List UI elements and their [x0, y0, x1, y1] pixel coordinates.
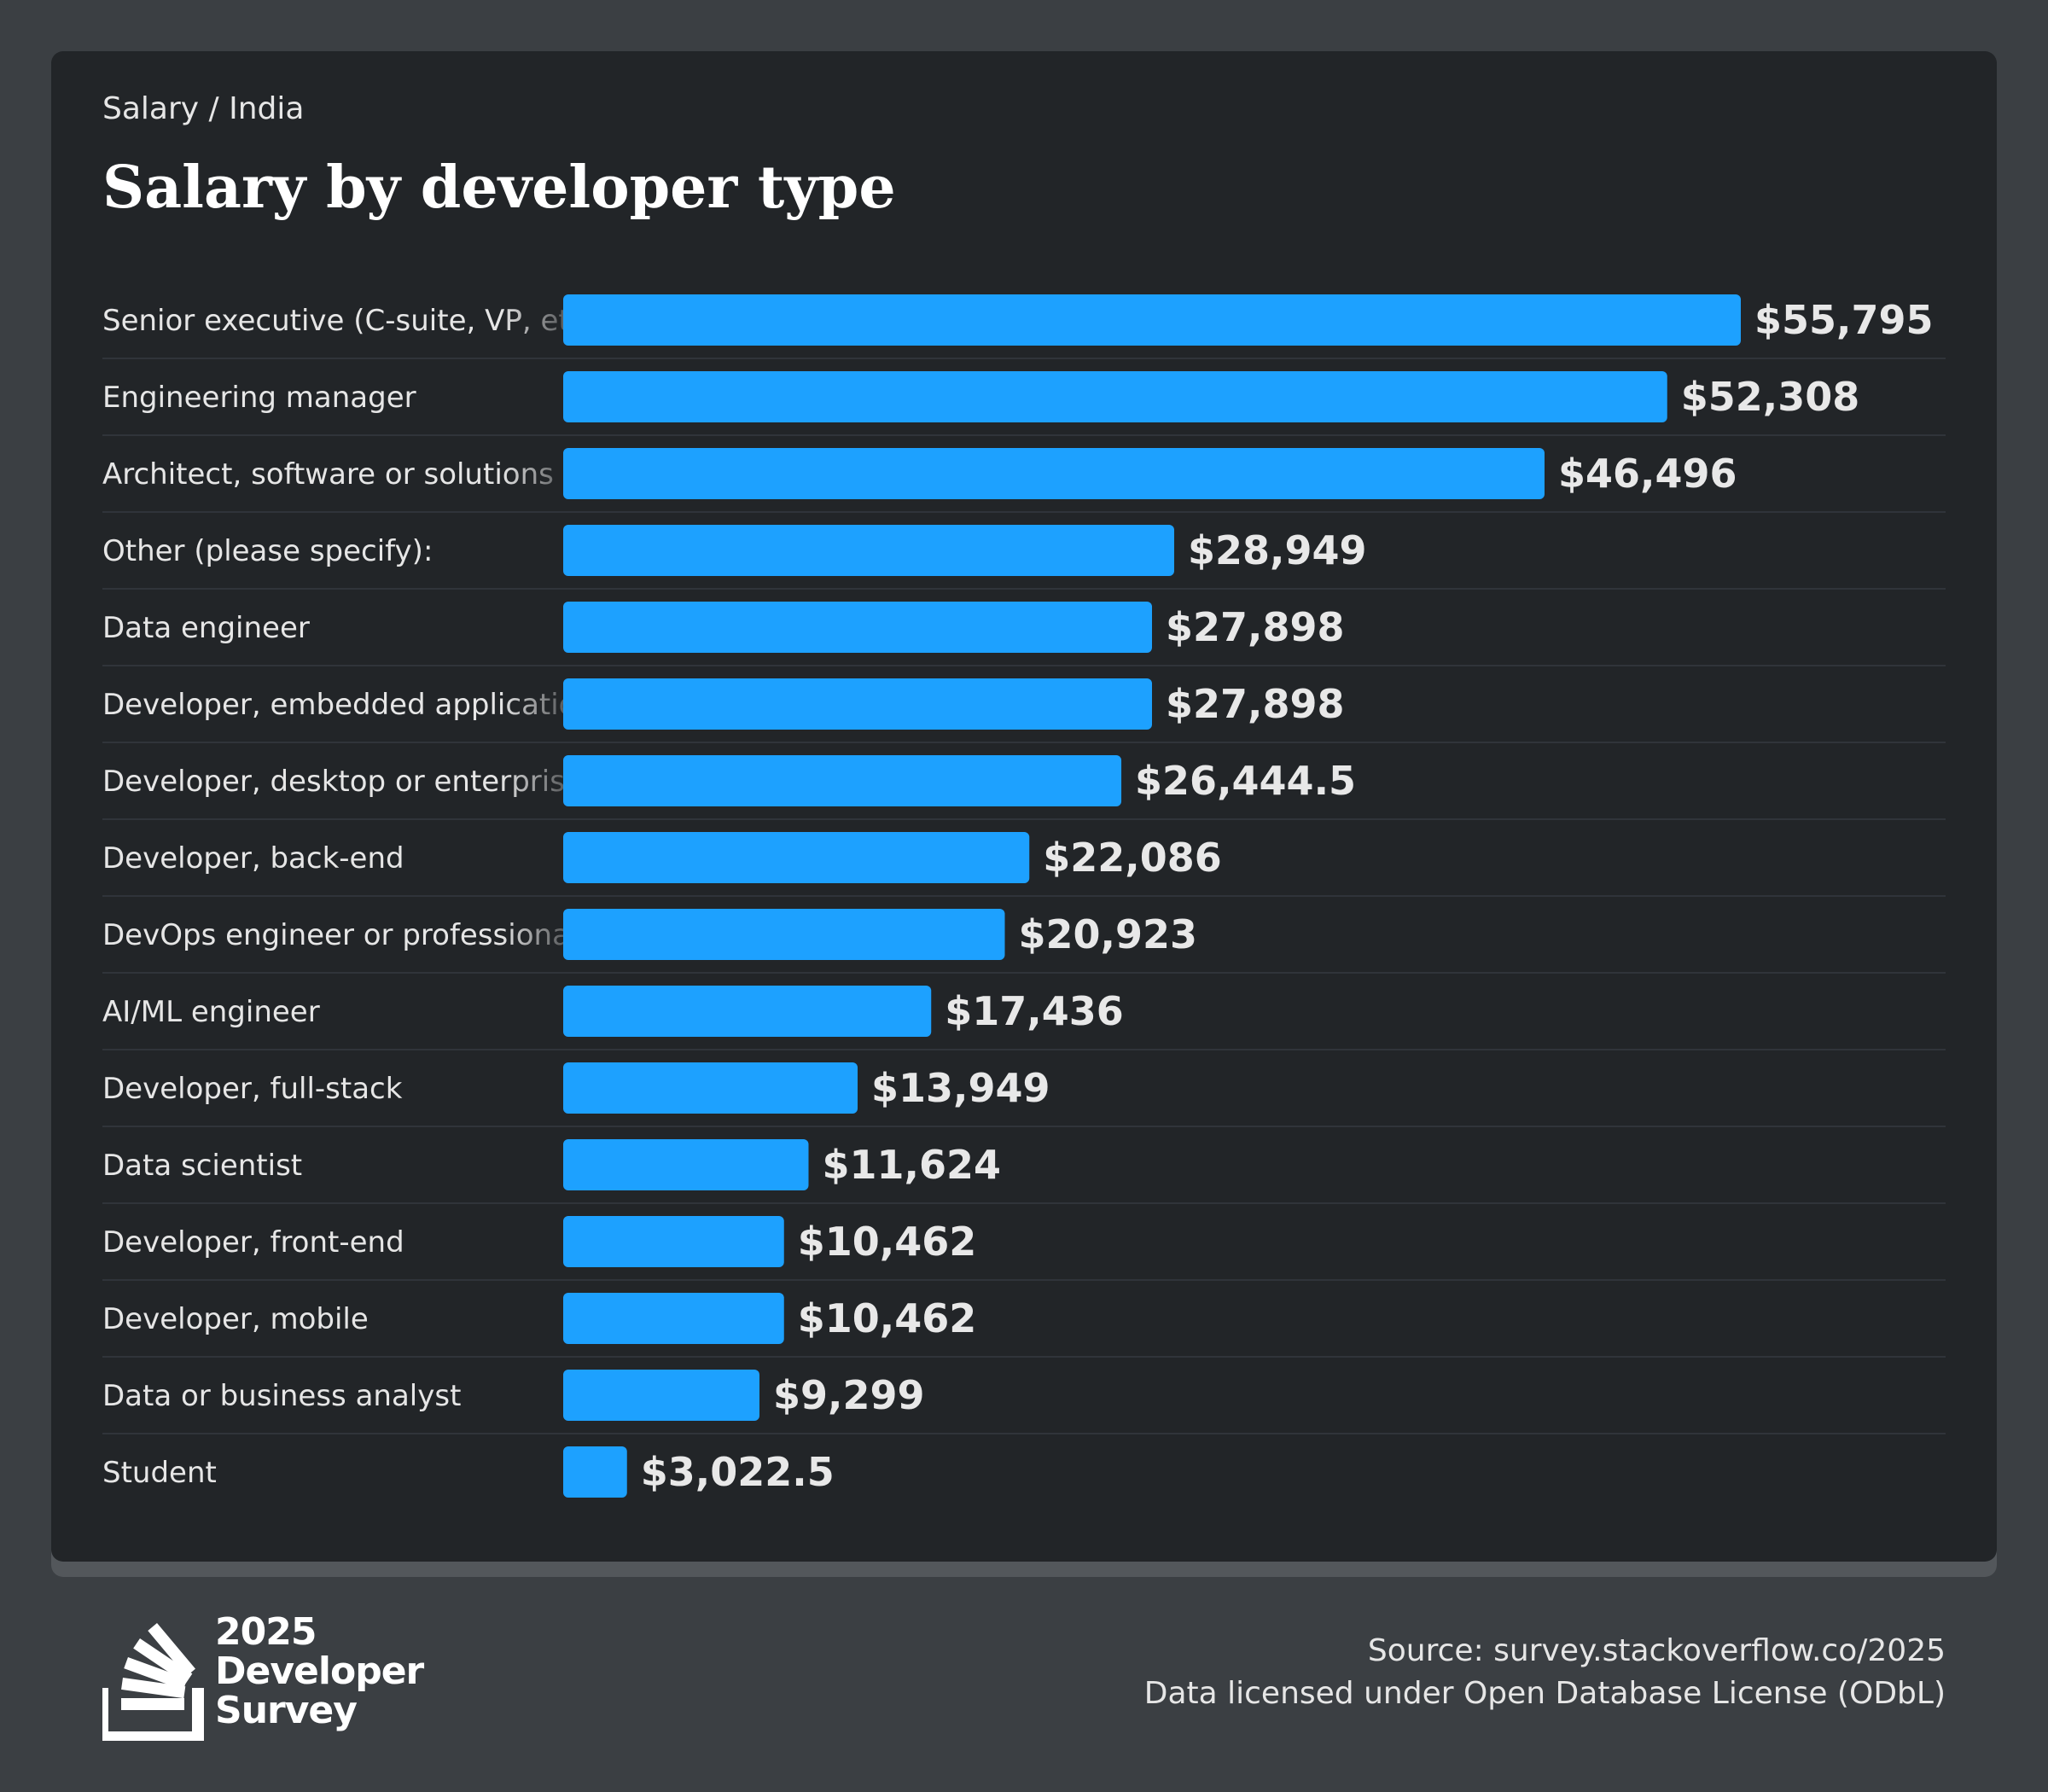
value-label: $22,086: [1043, 835, 1222, 881]
bar[interactable]: [563, 294, 1741, 346]
chart-title: Salary by developer type: [102, 154, 896, 222]
category-label: Data or business analyst: [102, 1379, 461, 1413]
bar[interactable]: [563, 1139, 809, 1190]
bar[interactable]: [563, 755, 1122, 806]
value-label: $46,496: [1558, 451, 1737, 497]
category-label: Senior executive (C-suite, VP, etc.): [102, 304, 607, 338]
bar[interactable]: [563, 832, 1030, 883]
category-label: Developer, full-stack: [102, 1072, 403, 1106]
category-label: Engineering manager: [102, 381, 416, 415]
bars: [563, 294, 1741, 1498]
value-label: $28,949: [1188, 527, 1367, 573]
source-attribution: Source: survey.stackoverflow.co/2025 Dat…: [1144, 1630, 1946, 1715]
bar[interactable]: [563, 448, 1545, 499]
bar[interactable]: [563, 909, 1005, 960]
value-label: $27,898: [1166, 604, 1345, 650]
value-label: $3,022.5: [641, 1449, 835, 1495]
category-label: Developer, front-end: [102, 1225, 404, 1260]
value-label: $13,949: [871, 1065, 1050, 1111]
value-label: $55,795: [1754, 297, 1934, 343]
value-label: $52,308: [1681, 374, 1860, 420]
category-label: DevOps engineer or professional: [102, 918, 578, 952]
breadcrumb: Salary / India: [102, 91, 305, 126]
category-label: Data engineer: [102, 611, 310, 645]
logo-developer: Developer: [215, 1649, 424, 1693]
survey-logo: 2025 Developer Survey: [96, 1610, 427, 1743]
bar[interactable]: [563, 525, 1175, 576]
logo-survey: Survey: [215, 1689, 358, 1732]
bar[interactable]: [563, 1446, 627, 1498]
value-label: $17,436: [945, 988, 1124, 1034]
category-label: Student: [102, 1456, 217, 1490]
bar[interactable]: [563, 1216, 784, 1267]
value-label: $11,624: [823, 1142, 1002, 1188]
category-label: Other (please specify):: [102, 534, 433, 568]
category-label: Developer, back-end: [102, 841, 404, 876]
logo-wordmark: 2025 Developer Survey: [215, 1610, 424, 1732]
category-label: Developer, mobile: [102, 1302, 369, 1336]
category-label: AI/ML engineer: [102, 995, 320, 1029]
value-label: $10,462: [798, 1219, 977, 1265]
bar[interactable]: [563, 986, 932, 1037]
value-label: $20,923: [1018, 911, 1197, 957]
chart-card: Salary / India Salary by developer type …: [51, 51, 1997, 1562]
row-dividers: [102, 358, 1946, 1434]
value-label: $27,898: [1166, 681, 1345, 727]
bar[interactable]: [563, 371, 1667, 422]
value-labels: $55,795 $52,308 $46,496 $28,949 $27,898 $27,8…: [641, 297, 1934, 1495]
bar[interactable]: [563, 602, 1153, 653]
bar[interactable]: [563, 1293, 784, 1344]
bar-chart: Senior executive (C-suite, VP, etc.) Engi…: [102, 294, 1946, 1498]
bar[interactable]: [563, 1370, 759, 1421]
category-label: Architect, software or solutions: [102, 457, 554, 492]
bar[interactable]: [563, 678, 1153, 730]
license-text: Data licensed under Open Database Licens…: [1143, 1676, 1946, 1711]
source-link[interactable]: Source: survey.stackoverflow.co/2025: [1367, 1633, 1946, 1668]
stack-logo-icon: [96, 1623, 204, 1743]
value-label: $10,462: [798, 1295, 977, 1341]
bar[interactable]: [563, 1062, 858, 1114]
logo-year: 2025: [215, 1610, 317, 1654]
category-label: Data scientist: [102, 1149, 302, 1183]
value-label: $9,299: [773, 1372, 925, 1418]
value-label: $26,444.5: [1135, 758, 1356, 804]
